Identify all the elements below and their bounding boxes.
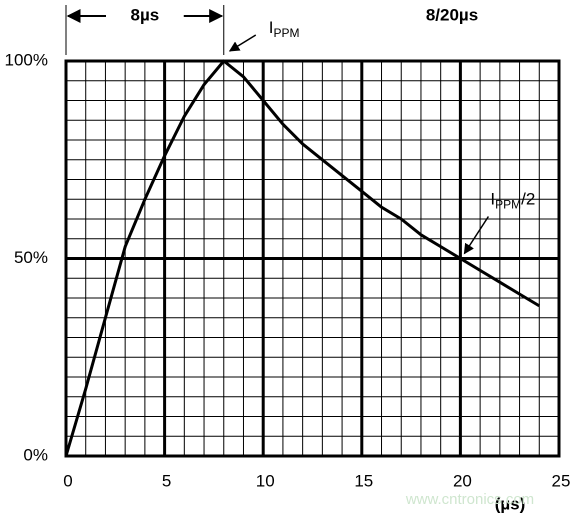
half-label-suffix: /2 xyxy=(521,190,535,209)
x-tick-label: 25 xyxy=(552,471,571,490)
pointer-arrow xyxy=(463,216,490,255)
y-tick-label: 100% xyxy=(5,50,48,69)
pointer-arrow xyxy=(228,34,257,52)
plot-border xyxy=(64,59,561,458)
x-tick-label: 15 xyxy=(354,471,373,490)
peak-label: IPPM xyxy=(269,18,300,40)
peak-label-main: I xyxy=(269,18,274,37)
chart-title: 8/20µs xyxy=(426,5,478,24)
curve xyxy=(64,59,541,457)
half-label-sub: PPM xyxy=(495,198,521,212)
x-tick-label: 0 xyxy=(63,471,72,490)
watermark: www.cntronics.com xyxy=(405,491,534,508)
y-tick-label: 0% xyxy=(23,445,48,464)
half-label: IPPM/2 xyxy=(490,190,535,212)
y-tick-label: 50% xyxy=(14,248,48,267)
x-axis-label: (µs) xyxy=(495,494,526,513)
x-tick-label: 20 xyxy=(453,471,472,490)
peak-label-sub: PPM xyxy=(273,26,299,40)
x-tick-label: 5 xyxy=(162,471,171,490)
x-tick-label: 10 xyxy=(256,471,275,490)
half-label-main: I xyxy=(490,190,495,209)
dimension-label: 8µs xyxy=(131,5,160,24)
